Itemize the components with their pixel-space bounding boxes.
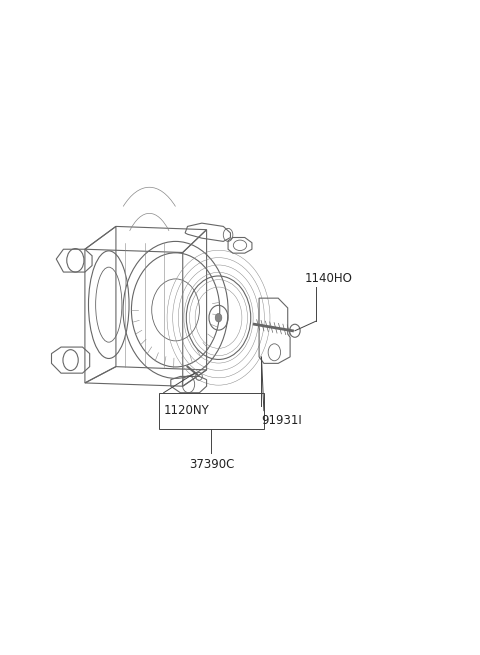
Text: 37390C: 37390C [189, 458, 234, 471]
Bar [159, 393, 264, 428]
Text: 1120NY: 1120NY [164, 404, 209, 417]
Text: 1140HO: 1140HO [304, 272, 352, 285]
Text: 91931I: 91931I [262, 413, 302, 426]
Ellipse shape [215, 314, 222, 322]
